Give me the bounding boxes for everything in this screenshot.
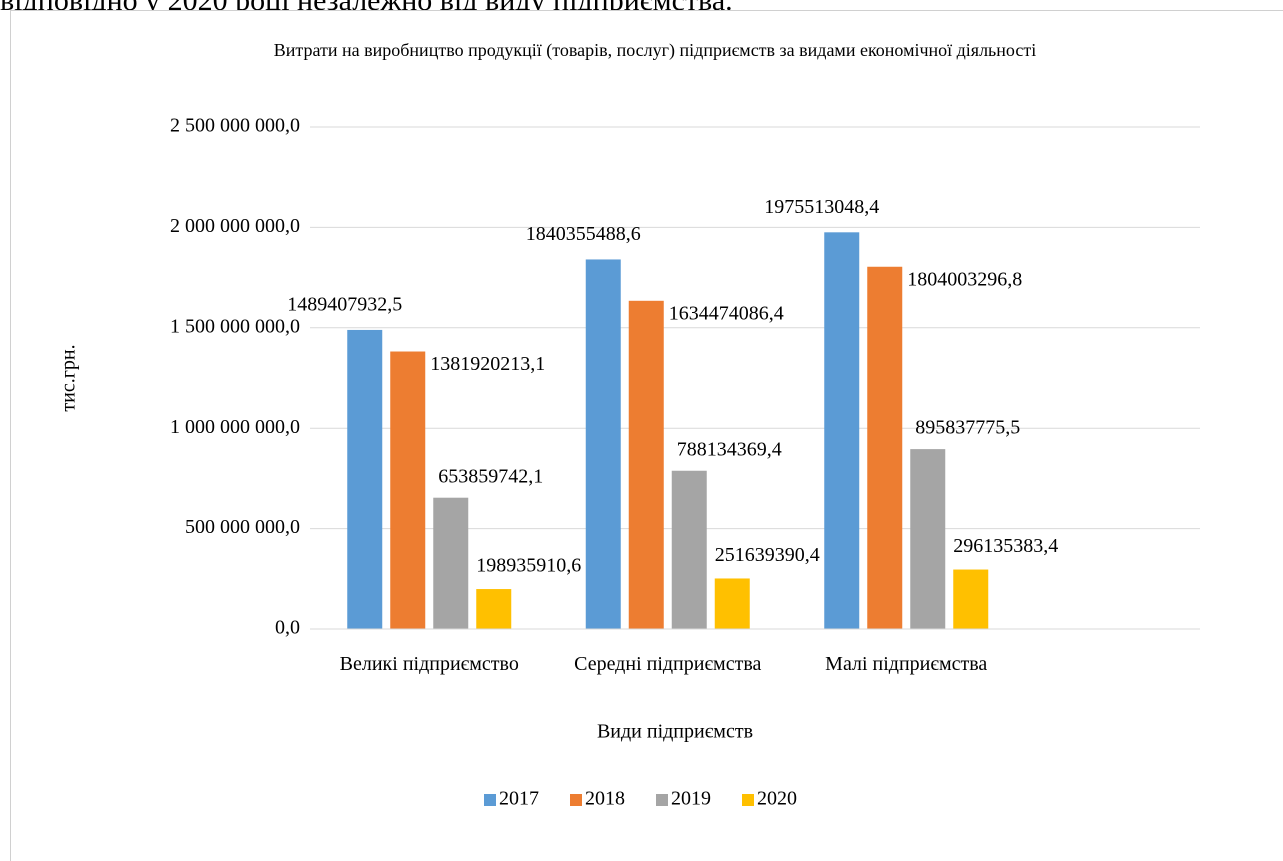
data-label: 1489407932,5 [287,294,402,316]
y-axis-title: тис.грн. [58,344,80,411]
data-label: 1840355488,6 [526,223,641,245]
bar [347,329,383,629]
bar [390,351,426,629]
legend-label: 2017 [499,788,539,810]
bar [628,300,664,629]
x-axis-title: Види підприємств [597,721,753,743]
data-label: 1634474086,4 [669,302,784,324]
x-tick-label: Малі підприємства [825,653,988,675]
bar [476,589,512,629]
bar [824,232,860,629]
x-tick-label: Великі підприємство [339,653,519,675]
y-tick-label: 1 000 000 000,0 [170,416,300,438]
bar [671,470,707,629]
bar [953,569,989,629]
bar [433,497,469,629]
data-label: 251639390,4 [715,544,820,566]
chart-title: Витрати на виробництво продукції (товарі… [273,40,1037,60]
data-label: 895837775,5 [915,417,1020,439]
legend-label: 2020 [757,788,797,810]
y-tick-label: 2 500 000 000,0 [170,115,300,137]
y-tick-label: 1 500 000 000,0 [170,315,300,337]
data-label: 788134369,4 [677,438,782,460]
legend-swatch [570,794,582,806]
bar [714,578,750,629]
y-tick-label: 0,0 [275,617,300,639]
y-tick-label: 2 000 000 000,0 [170,215,300,237]
legend-label: 2018 [585,788,625,810]
data-label: 1804003296,8 [907,268,1022,290]
data-label: 1381920213,1 [430,353,545,375]
data-label: 1975513048,4 [764,196,879,218]
legend-swatch [742,794,754,806]
legend-swatch [484,794,496,806]
data-label: 653859742,1 [438,465,543,487]
bar [867,266,903,629]
y-tick-label: 500 000 000,0 [185,516,300,538]
data-label: 296135383,4 [953,535,1058,557]
legend-label: 2019 [671,788,711,810]
x-tick-label: Середні підприємства [574,653,762,675]
legend-swatch [656,794,668,806]
data-label: 198935910,6 [476,555,581,577]
bar [910,449,946,629]
bar [585,259,621,629]
